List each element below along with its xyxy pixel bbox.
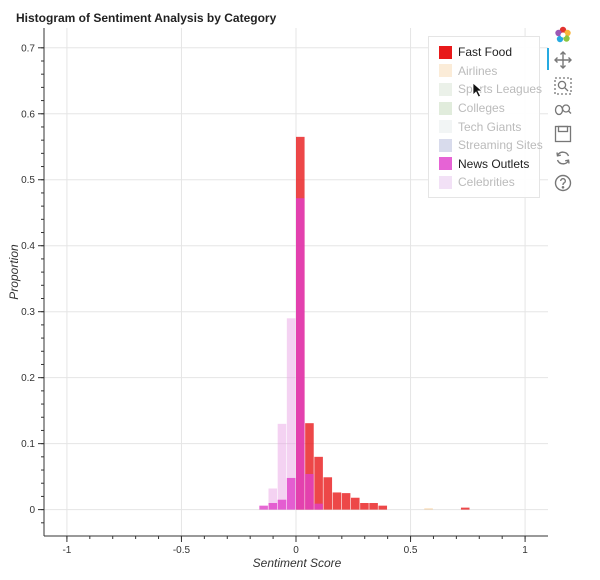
legend-item[interactable]: Tech Giants <box>439 117 539 136</box>
active-tool-indicator <box>547 48 549 70</box>
legend-item[interactable]: Airlines <box>439 62 539 81</box>
legend-swatch <box>439 175 452 189</box>
legend-item[interactable]: Streaming Sites <box>439 136 543 155</box>
x-tick-label: -1 <box>62 545 71 556</box>
histogram-bar <box>369 503 378 510</box>
reset-icon[interactable] <box>554 149 572 167</box>
box-zoom-icon[interactable] <box>554 77 572 95</box>
toolbar <box>547 24 578 204</box>
legend-label: Tech Giants <box>458 119 522 134</box>
histogram-bar <box>305 473 314 510</box>
help-icon[interactable] <box>554 174 572 192</box>
histogram-bar <box>268 503 278 510</box>
y-tick-label: 0.5 <box>21 175 35 186</box>
histogram-bar <box>286 477 296 510</box>
pan-icon[interactable] <box>554 51 572 69</box>
histogram-bar <box>332 492 342 510</box>
x-tick-label: 0 <box>293 545 299 556</box>
legend-swatch <box>439 64 452 78</box>
legend-item[interactable]: Colleges <box>439 99 539 118</box>
legend-swatch <box>439 101 452 115</box>
mouse-cursor-icon <box>472 82 484 98</box>
histogram-bar <box>323 477 333 510</box>
legend-swatch <box>439 45 452 59</box>
histogram-bar <box>341 493 351 510</box>
legend: Fast Food Airlines Sports Leagues Colleges T… <box>428 36 543 198</box>
y-tick-label: 0.4 <box>21 241 35 252</box>
legend-item[interactable]: Fast Food <box>439 43 539 62</box>
save-icon[interactable] <box>554 125 572 143</box>
y-tick-label: 0.2 <box>21 373 35 384</box>
bars-layer <box>259 136 470 510</box>
legend-label: Colleges <box>458 101 505 116</box>
legend-swatch <box>439 138 452 152</box>
histogram-bar <box>259 505 268 510</box>
histogram-bar <box>360 503 369 510</box>
histogram-bar <box>277 499 287 510</box>
legend-item[interactable]: Sports Leagues <box>439 80 543 99</box>
legend-label: Celebrities <box>458 175 515 190</box>
y-axis-label: Proportion <box>7 244 21 300</box>
wheel-zoom-icon[interactable] <box>554 101 572 119</box>
legend-item[interactable]: Celebrities <box>439 173 539 192</box>
legend-label: Airlines <box>458 63 498 78</box>
histogram-bar <box>460 507 470 510</box>
x-tick-label: -0.5 <box>173 545 191 556</box>
legend-swatch <box>439 157 452 171</box>
histogram-bar <box>277 423 287 510</box>
axes-layer: -1 -0.5 0 0.5 1 0 0.1 0.2 0.3 0.4 0.5 0.6 0.7 <box>21 28 548 556</box>
legend-swatch <box>439 120 452 134</box>
legend-label: News Outlets <box>458 156 530 171</box>
x-tick-label: 1 <box>522 545 528 556</box>
y-tick-label: 0.6 <box>21 109 35 120</box>
x-tick-label: 0.5 <box>404 545 418 556</box>
histogram-bar <box>286 318 296 510</box>
legend-label: Fast Food <box>458 45 513 60</box>
histogram-bar <box>350 497 360 510</box>
legend-label: Streaming Sites <box>458 138 543 153</box>
y-tick-label: 0.3 <box>21 307 35 318</box>
x-axis-label: Sentiment Score <box>253 556 342 570</box>
bokeh-logo-icon[interactable] <box>554 26 572 44</box>
histogram-bar <box>305 423 314 510</box>
y-tick-label: 0.1 <box>21 439 35 450</box>
y-tick-label: 0 <box>29 505 35 516</box>
y-tick-label: 0.7 <box>21 43 35 54</box>
histogram-bar <box>314 456 323 510</box>
legend-swatch <box>439 82 452 96</box>
legend-item[interactable]: News Outlets <box>439 155 539 174</box>
histogram-bar <box>378 505 388 510</box>
histogram-bar <box>424 508 433 510</box>
histogram-bar <box>268 488 278 510</box>
legend-label: Sports Leagues <box>458 82 543 97</box>
chart-title: Histogram of Sentiment Analysis by Categ… <box>16 11 277 25</box>
histogram-bar <box>314 503 323 510</box>
histogram-bar <box>296 198 305 510</box>
